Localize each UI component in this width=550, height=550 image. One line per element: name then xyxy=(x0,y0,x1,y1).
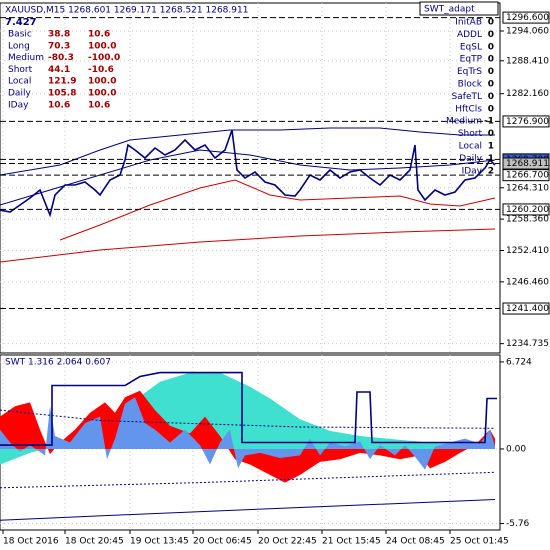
panel-value: 0 xyxy=(488,42,494,52)
level-box xyxy=(502,11,550,24)
line xyxy=(0,371,497,446)
info-num: 38.8 xyxy=(48,30,70,40)
info-label: Short xyxy=(8,65,33,75)
line xyxy=(0,499,496,521)
panel-label: HftCls xyxy=(455,104,482,114)
panel-label: Block xyxy=(458,80,483,90)
level-label: 1268.911 xyxy=(506,159,549,169)
info-num: 10.6 xyxy=(88,30,110,40)
level-label: 1276.900 xyxy=(506,117,549,127)
line xyxy=(0,228,496,263)
y-tick-label: 1282.160 xyxy=(506,89,549,99)
info-num: 10.6 xyxy=(88,100,110,110)
info-num: 100.0 xyxy=(88,77,116,87)
panel-label: EqTrS xyxy=(457,67,482,77)
panel-value: 0 xyxy=(488,55,494,65)
panel-label: EqSL xyxy=(460,42,482,52)
level-box xyxy=(502,115,550,128)
y-tick-label: 1234.735 xyxy=(506,339,549,349)
y-tick-label: 1264.310 xyxy=(506,183,549,193)
level-box xyxy=(502,157,550,170)
x-tick-label: 25 Oct 01:45 xyxy=(450,537,509,547)
panel-value: 0 xyxy=(488,30,494,40)
info-value: 7.427 xyxy=(5,17,37,28)
line xyxy=(0,127,495,176)
panel-value: 0 xyxy=(488,104,494,114)
panel-title-box xyxy=(419,1,499,16)
panel-title: SWT_adapt xyxy=(424,5,475,15)
line xyxy=(59,179,496,241)
panel-title: XAUUSD,M15 1268.601 1269.171 1268.521 12… xyxy=(5,6,248,16)
info-num: -80.3 xyxy=(48,53,74,63)
panel-value: -1 xyxy=(484,117,494,127)
line xyxy=(0,471,496,489)
level-label: 1296.600 xyxy=(506,13,549,23)
info-label: Local xyxy=(8,77,31,87)
panel-label: Daily xyxy=(459,154,482,164)
panel-value: 0 xyxy=(488,18,494,28)
panel-label: IDay xyxy=(462,166,483,176)
info-num: 70.3 xyxy=(48,41,70,51)
x-tick-label: 18 Oct 20:45 xyxy=(65,537,124,547)
panel-label: SafeTL xyxy=(452,92,482,102)
y-tick-label: 1246.460 xyxy=(506,277,549,287)
level-box xyxy=(502,169,550,182)
y-tick-label: 1252.410 xyxy=(506,246,549,256)
y-tick-label: 1258.360 xyxy=(506,215,549,225)
panel-value: 1 xyxy=(488,142,494,152)
panel-title: SWT 1.316 2.064 0.607 xyxy=(5,358,111,368)
y-tick-label: 1288.410 xyxy=(506,56,549,66)
panel-value: 0 xyxy=(488,80,494,90)
info-label: Long xyxy=(8,41,30,51)
info-label: Medium xyxy=(8,53,44,63)
level-label: 1266.700 xyxy=(506,171,549,181)
panel-label: Local xyxy=(459,142,482,152)
info-label: Daily xyxy=(8,89,31,99)
info-num: 105.8 xyxy=(48,89,76,99)
x-tick-label: 24 Oct 08:45 xyxy=(386,537,445,547)
level-box xyxy=(502,302,550,315)
level-label: 1260.200 xyxy=(506,205,549,215)
x-tick-label: 19 Oct 13:45 xyxy=(130,537,189,547)
level-label: 1241.400 xyxy=(506,304,549,314)
info-num: 100.0 xyxy=(88,41,116,51)
area xyxy=(0,397,495,470)
panel-value: 0 xyxy=(488,129,494,139)
info-label: IDay xyxy=(8,100,29,110)
panel-value: 0 xyxy=(488,67,494,77)
panel-value: 2 xyxy=(488,166,494,176)
line xyxy=(0,409,496,429)
panel-label: EqTP xyxy=(460,55,483,65)
info-num: -100.0 xyxy=(88,53,120,63)
x-tick-label: 20 Oct 22:45 xyxy=(258,537,317,547)
panel-label: Short xyxy=(458,129,483,139)
info-num: 44.1 xyxy=(48,65,70,75)
x-tick-label: 21 Oct 15:45 xyxy=(322,537,381,547)
y-tick-label: 1294.060 xyxy=(506,26,549,36)
info-num: 10.6 xyxy=(48,100,70,110)
y-tick-label: 6.724 xyxy=(506,357,532,367)
panel-value: 1 xyxy=(488,154,494,164)
panel-label: Medium xyxy=(446,117,482,127)
x-tick-label: 20 Oct 06:45 xyxy=(193,537,252,547)
info-label: Basic xyxy=(8,30,32,40)
info-num: 121.9 xyxy=(48,77,76,87)
main-frame xyxy=(0,2,501,354)
panel-label: ADDL xyxy=(457,30,482,40)
info-num: -10.6 xyxy=(88,65,114,75)
panel-value: 0 xyxy=(488,92,494,102)
info-num: 100.0 xyxy=(88,89,116,99)
panel-label: InitAB xyxy=(455,18,482,28)
level-box xyxy=(502,203,550,216)
y-tick-label: 0.00 xyxy=(506,444,526,454)
x-tick-label: 18 Oct 2016 xyxy=(3,537,59,547)
y-tick-label: -5.76 xyxy=(506,519,530,529)
